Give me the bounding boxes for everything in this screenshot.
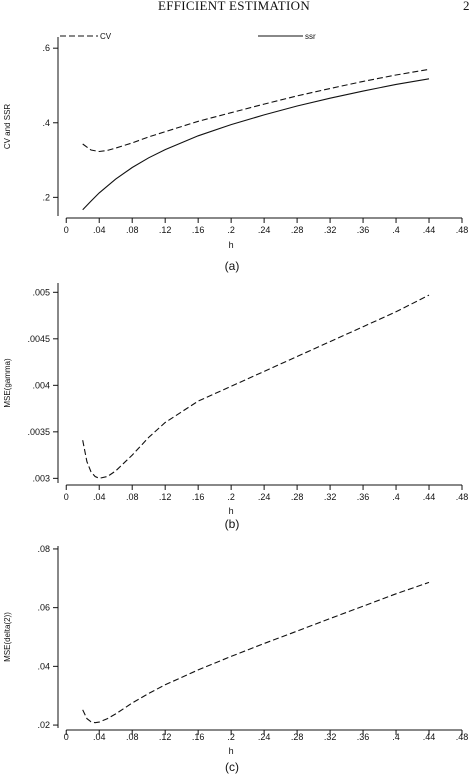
x-tick-label: .4: [392, 225, 400, 235]
y-tick-label: .003: [32, 473, 50, 483]
y-tick-label: .02: [37, 720, 50, 730]
x-axis-title: h: [229, 746, 234, 756]
x-tick-label: .4: [392, 732, 400, 742]
x-tick-label: .16: [192, 225, 205, 235]
y-axis-title: MSE(gamma): [3, 358, 12, 408]
x-axis-title: h: [229, 240, 234, 250]
legend-label-ssr: ssr: [305, 32, 316, 41]
y-tick-label: .08: [37, 544, 50, 554]
panel-label: (c): [225, 760, 239, 774]
running-title: EFFICIENT ESTIMATION: [158, 0, 311, 13]
page-number: 2: [463, 0, 470, 13]
x-tick-label: 0: [64, 225, 69, 235]
x-tick-label: .24: [258, 732, 271, 742]
x-tick-label: .2: [227, 732, 235, 742]
x-tick-label: .28: [291, 732, 304, 742]
x-tick-label: 0: [64, 492, 69, 502]
series-line-ssr: [82, 78, 430, 211]
y-tick-label: .0035: [27, 427, 50, 437]
series-line-curve: [82, 581, 430, 724]
y-axis-title: MSE(delta(2)): [3, 612, 12, 662]
y-tick-label: .6: [42, 43, 50, 53]
x-tick-label: .08: [126, 225, 139, 235]
x-tick-label: .2: [227, 225, 235, 235]
y-tick-label: .005: [32, 287, 50, 297]
x-tick-label: .16: [192, 732, 205, 742]
x-tick-label: .12: [159, 732, 172, 742]
y-tick-label: .004: [32, 380, 50, 390]
x-tick-label: .24: [258, 492, 271, 502]
x-tick-label: .32: [324, 732, 337, 742]
x-tick-label: .44: [423, 492, 436, 502]
x-tick-label: .28: [291, 225, 304, 235]
x-axis-title: h: [229, 506, 234, 516]
page-header: EFFICIENT ESTIMATION 2: [0, 0, 474, 14]
x-tick-label: .12: [159, 492, 172, 502]
x-tick-label: .12: [159, 225, 172, 235]
x-tick-label: .04: [93, 225, 106, 235]
x-tick-label: .08: [126, 732, 139, 742]
x-tick-label: .36: [357, 492, 370, 502]
x-tick-label: .48: [456, 225, 469, 235]
y-tick-label: .06: [37, 603, 50, 613]
y-axis-title: CV and SSR: [3, 104, 12, 150]
x-tick-label: .2: [227, 492, 235, 502]
y-tick-label: .04: [37, 661, 50, 671]
x-tick-label: 0: [64, 732, 69, 742]
y-tick-label: .0045: [27, 334, 50, 344]
x-tick-label: .44: [423, 732, 436, 742]
x-tick-label: .32: [324, 225, 337, 235]
x-tick-label: .36: [357, 732, 370, 742]
x-tick-label: .04: [93, 732, 106, 742]
legend-label-cv: CV: [100, 32, 112, 41]
x-tick-label: .24: [258, 225, 271, 235]
x-tick-label: .32: [324, 492, 337, 502]
x-tick-label: .44: [423, 225, 436, 235]
panel-label: (a): [225, 259, 240, 273]
series-line-curve: [82, 294, 430, 479]
y-tick-label: .2: [42, 192, 50, 202]
x-tick-label: .48: [456, 492, 469, 502]
x-tick-label: .4: [392, 492, 400, 502]
x-tick-label: .04: [93, 492, 106, 502]
x-tick-label: .08: [126, 492, 139, 502]
x-tick-label: .28: [291, 492, 304, 502]
panel-label: (b): [225, 517, 240, 531]
series-line-cv: [82, 68, 430, 153]
y-tick-label: .4: [42, 118, 50, 128]
x-tick-label: .48: [456, 732, 469, 742]
x-tick-label: .36: [357, 225, 370, 235]
x-tick-label: .16: [192, 492, 205, 502]
